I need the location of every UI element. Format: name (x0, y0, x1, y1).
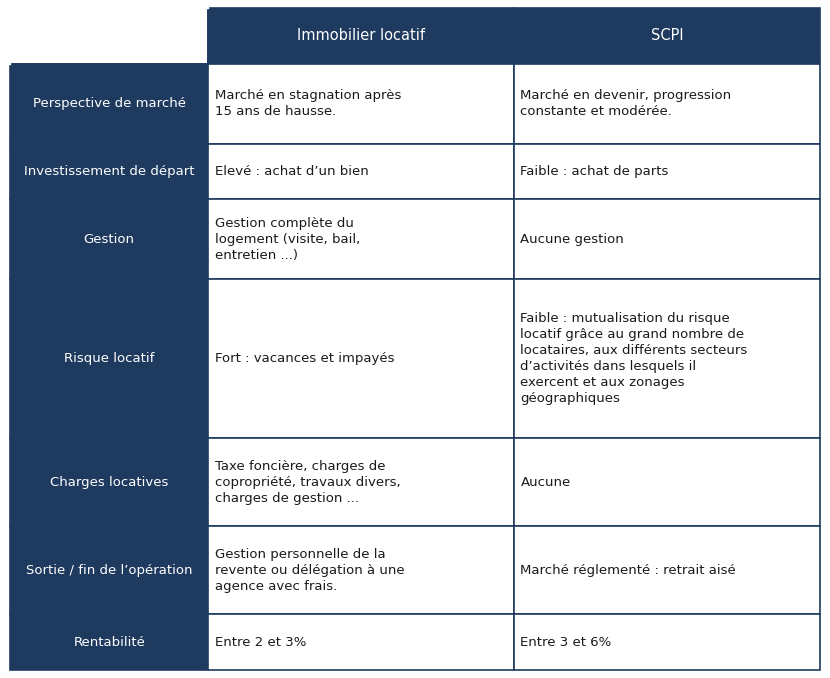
Bar (208, 614, 514, 670)
Text: Taxe foncière, charges de
copropriété, travaux divers,
charges de gestion ...: Taxe foncière, charges de copropriété, t… (215, 460, 401, 504)
Bar (208, 144, 514, 199)
Bar (208, 144, 514, 199)
Bar (514, 279, 820, 438)
Bar (10, 279, 208, 438)
Bar (10, 144, 208, 199)
Bar (208, 614, 514, 670)
Text: Aucune gestion: Aucune gestion (520, 233, 624, 245)
Text: Aucune: Aucune (520, 476, 571, 489)
Text: Elevé : achat d’un bien: Elevé : achat d’un bien (215, 165, 369, 178)
Bar (10, 614, 208, 670)
Text: Entre 3 et 6%: Entre 3 et 6% (520, 635, 612, 649)
Bar (10, 199, 208, 279)
Bar (208, 526, 514, 614)
Bar (10, 438, 208, 526)
Bar (10, 8, 208, 64)
Text: Investissement de départ: Investissement de départ (24, 165, 194, 178)
Bar (514, 438, 820, 526)
Bar (514, 64, 820, 144)
Bar (10, 526, 208, 614)
Text: Sortie / fin de l’opération: Sortie / fin de l’opération (26, 564, 193, 577)
Bar (10, 144, 208, 199)
Text: Risque locatif: Risque locatif (64, 352, 154, 365)
Text: Marché en stagnation après
15 ans de hausse.: Marché en stagnation après 15 ans de hau… (215, 89, 402, 118)
Text: Charges locatives: Charges locatives (50, 476, 168, 489)
Bar (208, 64, 514, 144)
Bar (514, 144, 820, 199)
Bar (514, 438, 820, 526)
Bar (514, 8, 820, 64)
Text: Faible : mutualisation du risque
locatif grâce au grand nombre de
locataires, au: Faible : mutualisation du risque locatif… (520, 312, 748, 405)
Bar (10, 438, 208, 526)
Text: Entre 2 et 3%: Entre 2 et 3% (215, 635, 306, 649)
Bar (10, 199, 208, 279)
Bar (10, 279, 208, 438)
Bar (10, 8, 208, 64)
Bar (514, 279, 820, 438)
Bar (514, 8, 820, 64)
Text: Marché en devenir, progression
constante et modérée.: Marché en devenir, progression constante… (520, 89, 731, 118)
Bar (208, 279, 514, 438)
Text: Gestion personnelle de la
revente ou délégation à une
agence avec frais.: Gestion personnelle de la revente ou dél… (215, 548, 405, 593)
Bar (208, 64, 514, 144)
Bar (208, 279, 514, 438)
Bar (10, 614, 208, 670)
Bar (208, 199, 514, 279)
Text: Gestion: Gestion (84, 233, 134, 245)
Text: Gestion complète du
logement (visite, bail,
entretien ...): Gestion complète du logement (visite, ba… (215, 216, 360, 262)
Bar (208, 438, 514, 526)
Bar (514, 526, 820, 614)
Bar (208, 8, 514, 64)
Bar (514, 526, 820, 614)
Text: Rentabilité: Rentabilité (73, 635, 145, 649)
Text: Marché réglementé : retrait aisé: Marché réglementé : retrait aisé (520, 564, 736, 577)
Bar (514, 614, 820, 670)
Text: Faible : achat de parts: Faible : achat de parts (520, 165, 669, 178)
Text: Perspective de marché: Perspective de marché (32, 97, 186, 110)
Text: SCPI: SCPI (651, 28, 683, 43)
Bar (514, 199, 820, 279)
Bar (10, 64, 208, 144)
Bar (514, 199, 820, 279)
Bar (10, 64, 208, 144)
Bar (514, 64, 820, 144)
Bar (514, 614, 820, 670)
Text: Immobilier locatif: Immobilier locatif (297, 28, 425, 43)
Bar (208, 8, 514, 64)
Bar (514, 144, 820, 199)
Bar (10, 526, 208, 614)
Bar (208, 526, 514, 614)
Bar (208, 438, 514, 526)
Text: Fort : vacances et impayés: Fort : vacances et impayés (215, 352, 394, 365)
Bar (208, 199, 514, 279)
